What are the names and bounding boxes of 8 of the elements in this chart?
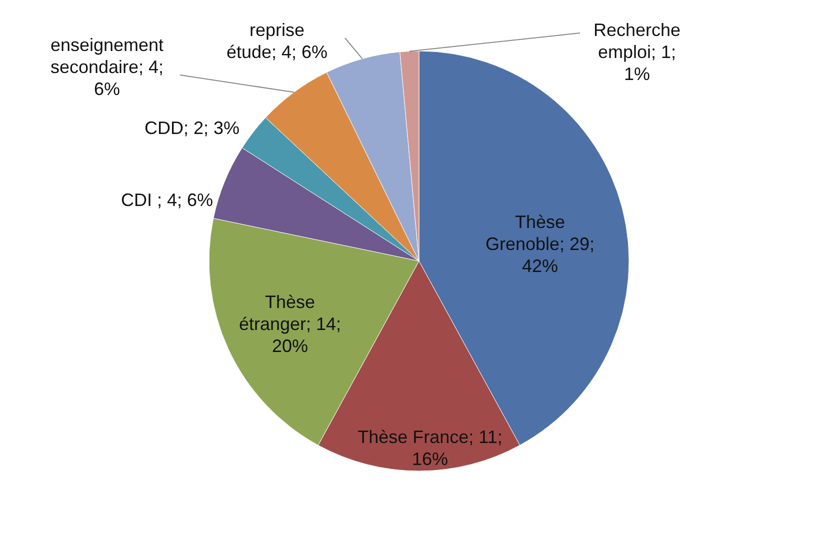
- slice-label: Thèse étranger; 14; 20%: [238, 292, 342, 356]
- slice-label: CDI ; 4; 6%: [120, 190, 214, 210]
- slice-label: enseignement secondaire; 4; 6%: [50, 35, 164, 99]
- slice-label: CDD; 2; 3%: [144, 118, 240, 138]
- slice-label: reprise étude; 4; 6%: [226, 20, 328, 62]
- slice-label: Recherche emploi; 1; 1%: [593, 20, 681, 84]
- slice-label: Thèse Grenoble; 29; 42%: [485, 212, 595, 276]
- slice-label: Thèse France; 11; 16%: [358, 427, 502, 469]
